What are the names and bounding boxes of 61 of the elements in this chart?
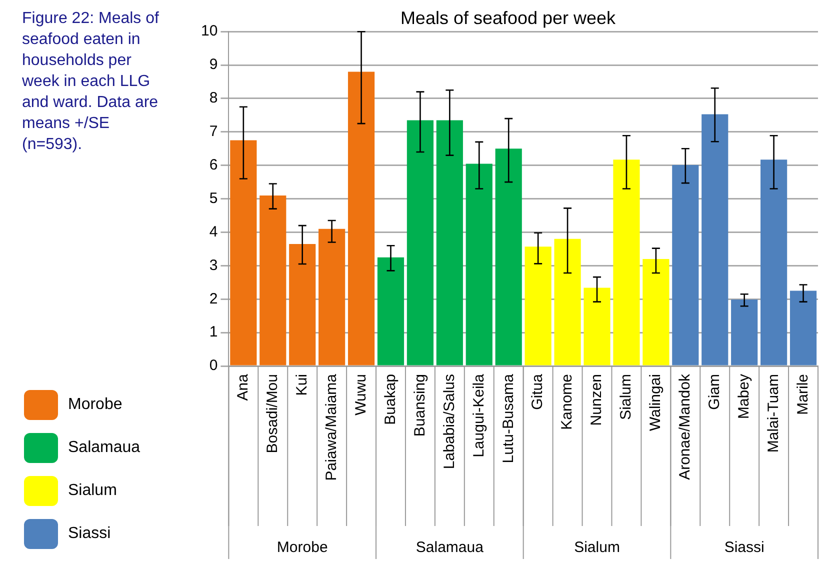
bar (377, 257, 404, 366)
bar (495, 148, 522, 366)
bar (731, 299, 758, 366)
x-tick-label: Gitua (529, 373, 546, 410)
bar (318, 228, 346, 366)
bar (406, 120, 434, 366)
y-tick-label: 7 (209, 123, 218, 140)
y-tick-label: 9 (209, 56, 218, 74)
y-tick-label: 6 (209, 156, 218, 174)
x-tick-label: Lutu-Busama (500, 373, 517, 464)
x-tick-label: Malai-Tuam (764, 374, 782, 453)
x-tick-label: Wuwu (352, 374, 370, 416)
y-tick-label: 4 (209, 223, 218, 240)
x-tick-label: Aronae/Mandok (676, 374, 694, 480)
x-tick-label: Ana (234, 373, 252, 401)
x-tick-label: Marile (794, 374, 812, 415)
bar (524, 246, 552, 366)
x-tick-label: Nunzen (588, 374, 606, 426)
legend-label: Siassi (68, 524, 111, 542)
x-tick-label: Paiawa/Maiama (322, 373, 340, 481)
x-tick-label: Laugui-Keila (470, 373, 488, 458)
legend-label: Salamaua (68, 438, 140, 456)
bar (790, 290, 817, 366)
bar (348, 72, 375, 366)
chart-title: Meals of seafood per week (400, 8, 617, 28)
x-tick-label: Giam (706, 374, 724, 410)
bar (642, 258, 670, 366)
bar (260, 195, 286, 366)
bar (672, 165, 699, 366)
bar (230, 140, 257, 366)
y-tick-label: 8 (209, 90, 218, 107)
text: Salamaua (416, 539, 484, 556)
y-tick-label: 10 (200, 22, 218, 40)
y-tick-label: 5 (209, 190, 218, 207)
y-tick-label: 3 (209, 256, 218, 274)
bar (613, 160, 640, 366)
caption: Figure 22: Meals of seafood eaten in households per week in each LLG and ward. Data are means +/SE (n=593). (22, 9, 160, 155)
text: Siassi (724, 539, 764, 556)
bar (466, 164, 492, 366)
x-tick-label: Mabey (735, 374, 752, 420)
y-tick-label: 2 (209, 290, 218, 308)
text: Morobe (276, 539, 328, 556)
x-tick-label: Walingai (647, 374, 664, 431)
x-tick-label: Buansing (411, 374, 428, 437)
bar (554, 238, 581, 366)
bar (760, 160, 788, 366)
text: Sialum (574, 539, 620, 556)
bar (436, 120, 463, 366)
x-tick-label: Bosadi/Mou (264, 374, 282, 454)
bar (702, 114, 728, 366)
y-tick-label: 1 (209, 324, 218, 341)
x-tick-label: Kui (293, 374, 310, 396)
legend-label: Morobe (68, 396, 122, 414)
bar (584, 288, 610, 366)
y-tick-label: 0 (209, 357, 218, 374)
legend-label: Sialum (68, 482, 117, 500)
x-tick-label: Kanome (558, 374, 576, 430)
x-tick-label: Sialum (618, 374, 635, 420)
x-tick-label: Lababia/Salus (440, 374, 458, 470)
bar (289, 244, 316, 366)
x-tick-label: Buakap (382, 374, 399, 425)
